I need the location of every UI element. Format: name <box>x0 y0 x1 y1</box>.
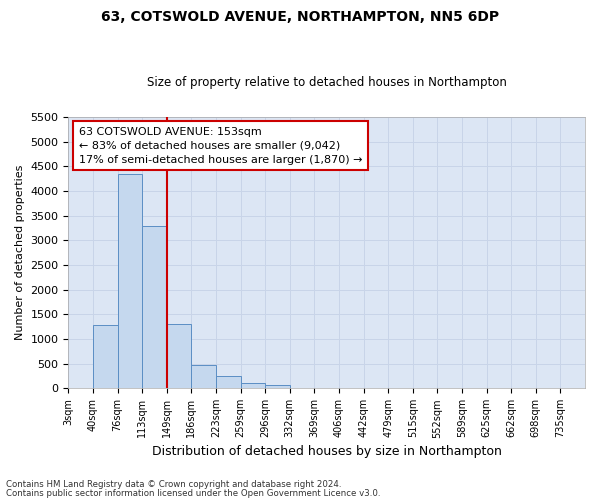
Text: Contains public sector information licensed under the Open Government Licence v3: Contains public sector information licen… <box>6 488 380 498</box>
Bar <box>216 376 241 388</box>
Bar <box>118 174 142 388</box>
Bar <box>142 226 167 388</box>
Y-axis label: Number of detached properties: Number of detached properties <box>15 165 25 340</box>
Title: Size of property relative to detached houses in Northampton: Size of property relative to detached ho… <box>147 76 506 90</box>
Bar <box>167 324 191 388</box>
X-axis label: Distribution of detached houses by size in Northampton: Distribution of detached houses by size … <box>152 444 502 458</box>
Bar <box>93 325 118 388</box>
Text: 63 COTSWOLD AVENUE: 153sqm
← 83% of detached houses are smaller (9,042)
17% of s: 63 COTSWOLD AVENUE: 153sqm ← 83% of deta… <box>79 126 362 164</box>
Bar <box>265 386 290 388</box>
Bar <box>191 364 216 388</box>
Bar <box>241 384 265 388</box>
Text: Contains HM Land Registry data © Crown copyright and database right 2024.: Contains HM Land Registry data © Crown c… <box>6 480 341 489</box>
Text: 63, COTSWOLD AVENUE, NORTHAMPTON, NN5 6DP: 63, COTSWOLD AVENUE, NORTHAMPTON, NN5 6D… <box>101 10 499 24</box>
